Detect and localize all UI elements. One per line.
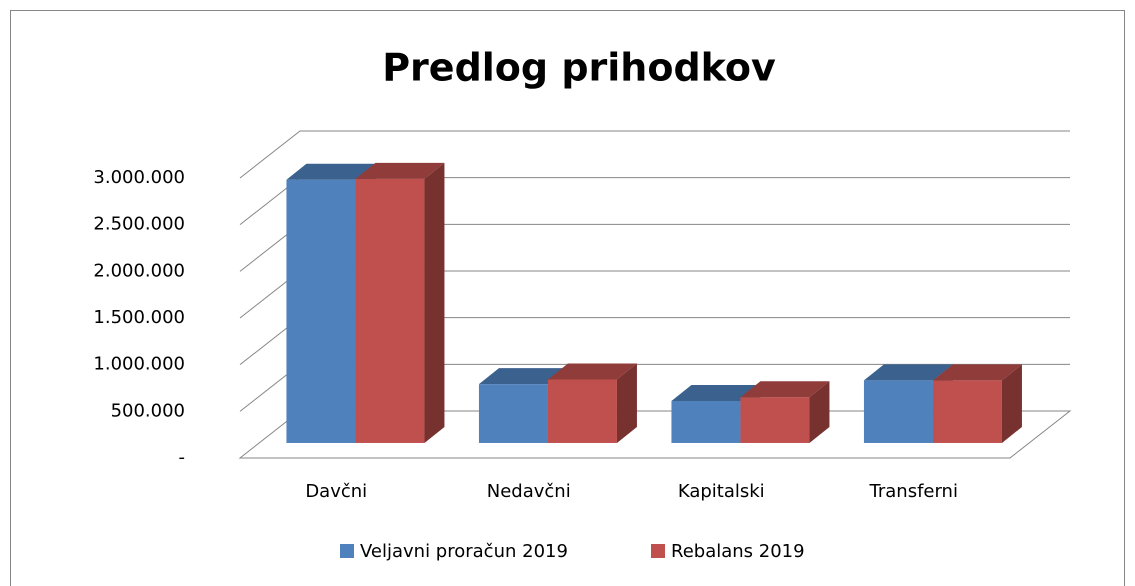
bar-front: [671, 400, 741, 443]
bar-front: [478, 384, 548, 443]
bar-side: [809, 381, 830, 443]
legend-swatch: [340, 544, 354, 558]
legend-swatch: [651, 544, 665, 558]
bar-front: [355, 178, 425, 443]
floor: [238, 410, 1072, 459]
y-tick-label: 3.000.000: [93, 167, 185, 188]
x-tick-label: Kapitalski: [678, 481, 765, 502]
bar-front: [932, 380, 1002, 443]
x-tick-label: Nedavčni: [487, 481, 571, 502]
bar-top: [286, 163, 376, 180]
chart-border: [10, 10, 1125, 586]
legend-label: Rebalans 2019: [671, 541, 805, 562]
bar-front: [740, 397, 810, 443]
bar-top: [932, 364, 1022, 381]
y-tick-label: 2.500.000: [93, 214, 185, 235]
chart-title: Predlog prihodkov: [382, 46, 776, 90]
bar-side: [424, 162, 445, 443]
bar-top: [671, 384, 761, 401]
bar-top: [478, 368, 568, 385]
y-tick-label: 1.500.000: [93, 307, 185, 328]
x-tick-label: Transferni: [869, 481, 958, 502]
bar-top: [863, 364, 953, 381]
bar-top: [740, 381, 830, 398]
x-tick-label: Davčni: [305, 481, 367, 502]
bar-top: [355, 162, 445, 179]
y-tick-label: 1.000.000: [93, 354, 185, 375]
bar-side: [616, 363, 637, 443]
grid-line: [239, 130, 1070, 179]
bar-top: [547, 363, 637, 380]
y-tick-label: 500.000: [111, 400, 185, 421]
bar-front: [863, 380, 933, 443]
bar-front: [286, 179, 356, 443]
y-tick-label: 2.000.000: [93, 260, 185, 281]
bar-front: [547, 379, 617, 443]
y-tick-label: -: [179, 447, 186, 468]
bar-side: [1001, 364, 1022, 443]
legend-label: Veljavni proračun 2019: [360, 541, 568, 562]
